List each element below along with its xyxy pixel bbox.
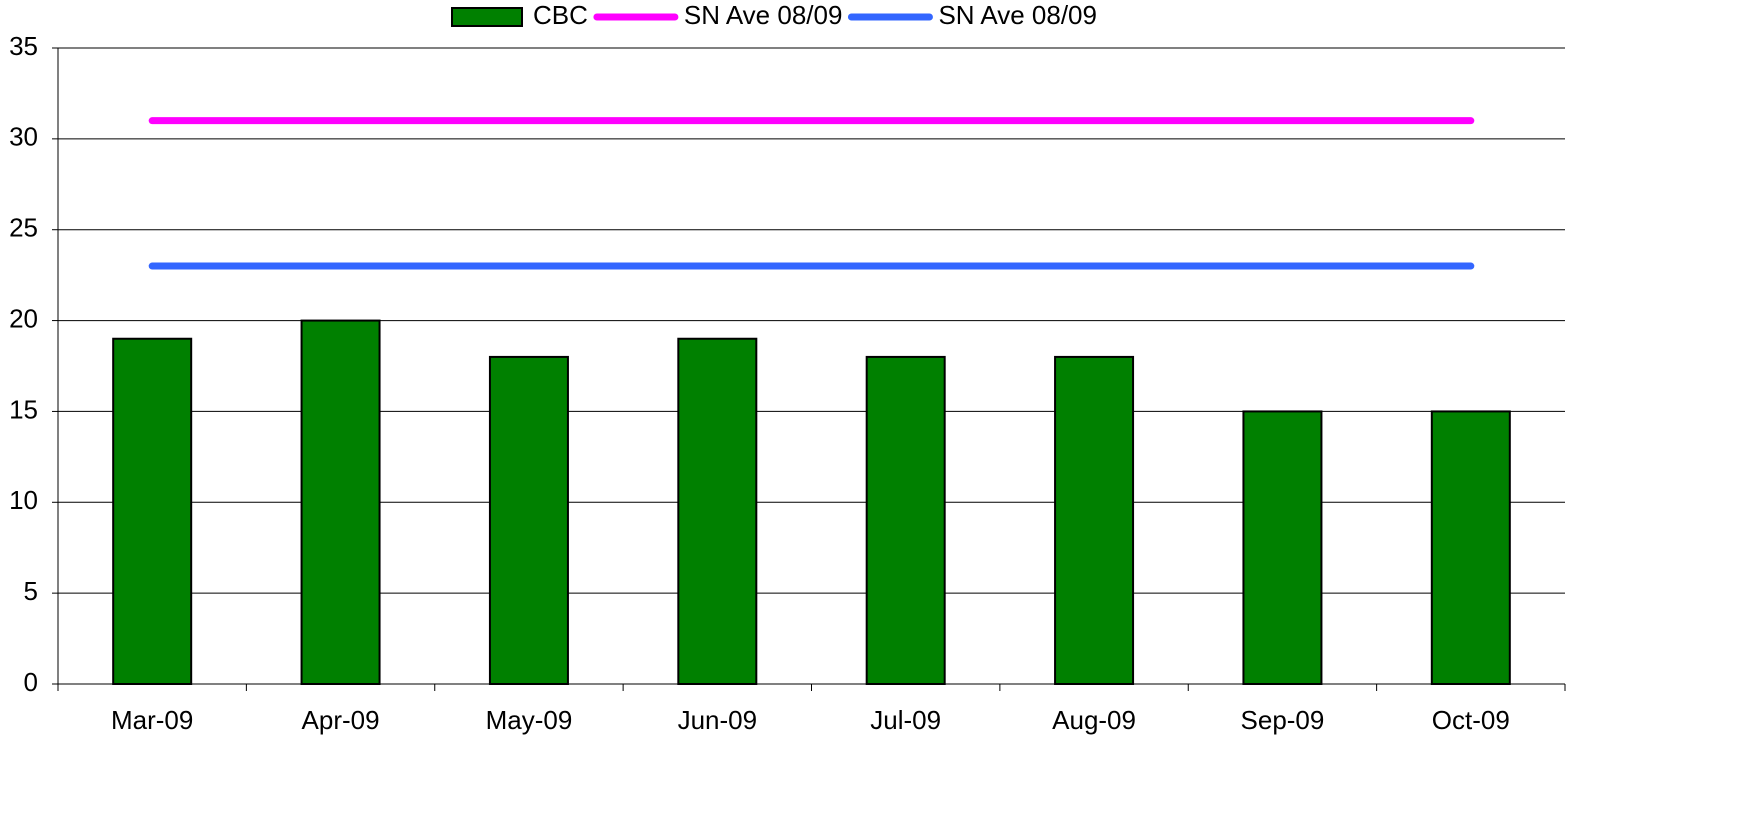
x-tick-label: Aug-09: [1052, 705, 1136, 735]
bar: [1242, 410, 1323, 685]
bar: [1054, 355, 1135, 685]
bar: [865, 355, 946, 685]
legend-label: SN Ave 08/09: [684, 0, 843, 30]
y-tick-label: 10: [9, 485, 38, 515]
y-tick-label: 30: [9, 122, 38, 152]
x-tick-label: Sep-09: [1241, 705, 1325, 735]
bar: [1430, 410, 1511, 685]
x-tick-label: Apr-09: [302, 705, 380, 735]
x-tick-label: Oct-09: [1432, 705, 1510, 735]
bar: [488, 355, 569, 685]
y-tick-label: 35: [9, 31, 38, 61]
x-tick-label: Jun-09: [678, 705, 758, 735]
y-tick-label: 15: [9, 394, 38, 424]
bar: [300, 319, 381, 685]
legend-label: SN Ave 08/09: [938, 0, 1097, 30]
y-tick-label: 5: [24, 576, 38, 606]
legend-label: CBC: [533, 0, 588, 30]
x-tick-label: Jul-09: [870, 705, 941, 735]
legend-swatch: [451, 7, 523, 27]
x-tick-label: Mar-09: [111, 705, 193, 735]
bar: [112, 337, 193, 685]
bar: [677, 337, 758, 685]
x-tick-label: May-09: [486, 705, 573, 735]
y-tick-label: 25: [9, 213, 38, 243]
y-tick-label: 0: [24, 667, 38, 697]
y-tick-label: 20: [9, 303, 38, 333]
